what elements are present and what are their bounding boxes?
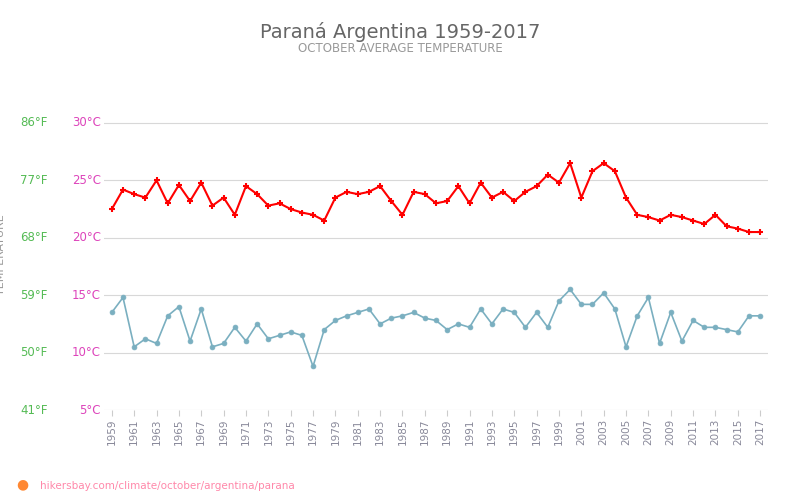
NIGHT [174, 304, 184, 310]
NIGHT [599, 290, 609, 296]
DAY [566, 160, 575, 166]
DAY [130, 191, 139, 197]
Text: 77°F: 77°F [20, 174, 47, 187]
Text: OCTOBER AVERAGE TEMPERATURE: OCTOBER AVERAGE TEMPERATURE [298, 42, 502, 56]
DAY [107, 206, 117, 212]
Text: TEMPERATURE: TEMPERATURE [0, 214, 6, 296]
Text: 25°C: 25°C [72, 174, 101, 187]
NIGHT [130, 344, 139, 350]
DAY [442, 198, 452, 204]
NIGHT [208, 344, 218, 350]
NIGHT [308, 364, 318, 370]
Text: 86°F: 86°F [20, 116, 47, 130]
NIGHT [454, 321, 463, 327]
Text: 10°C: 10°C [72, 346, 101, 359]
Text: 20°C: 20°C [72, 232, 101, 244]
NIGHT [566, 286, 575, 292]
Text: hikersbay.com/climate/october/argentina/parana: hikersbay.com/climate/october/argentina/… [40, 481, 294, 491]
Text: Paraná Argentina 1959-2017: Paraná Argentina 1959-2017 [260, 22, 540, 42]
Text: 59°F: 59°F [20, 288, 47, 302]
Line: DAY: DAY [108, 160, 764, 236]
Text: 50°F: 50°F [20, 346, 47, 359]
NIGHT [107, 310, 117, 316]
DAY [755, 229, 765, 235]
Text: 15°C: 15°C [72, 288, 101, 302]
NIGHT [755, 313, 765, 319]
DAY [174, 182, 184, 188]
Line: NIGHT: NIGHT [110, 287, 762, 369]
Text: 68°F: 68°F [20, 232, 47, 244]
DAY [208, 202, 218, 208]
Text: 30°C: 30°C [72, 116, 101, 130]
Text: ●: ● [16, 477, 28, 491]
Legend: NIGHT, DAY: NIGHT, DAY [354, 498, 518, 500]
DAY [744, 229, 754, 235]
DAY [588, 168, 598, 174]
DAY [274, 200, 284, 206]
Text: 5°C: 5°C [79, 404, 101, 416]
Text: 41°F: 41°F [20, 404, 47, 416]
NIGHT [274, 332, 284, 338]
